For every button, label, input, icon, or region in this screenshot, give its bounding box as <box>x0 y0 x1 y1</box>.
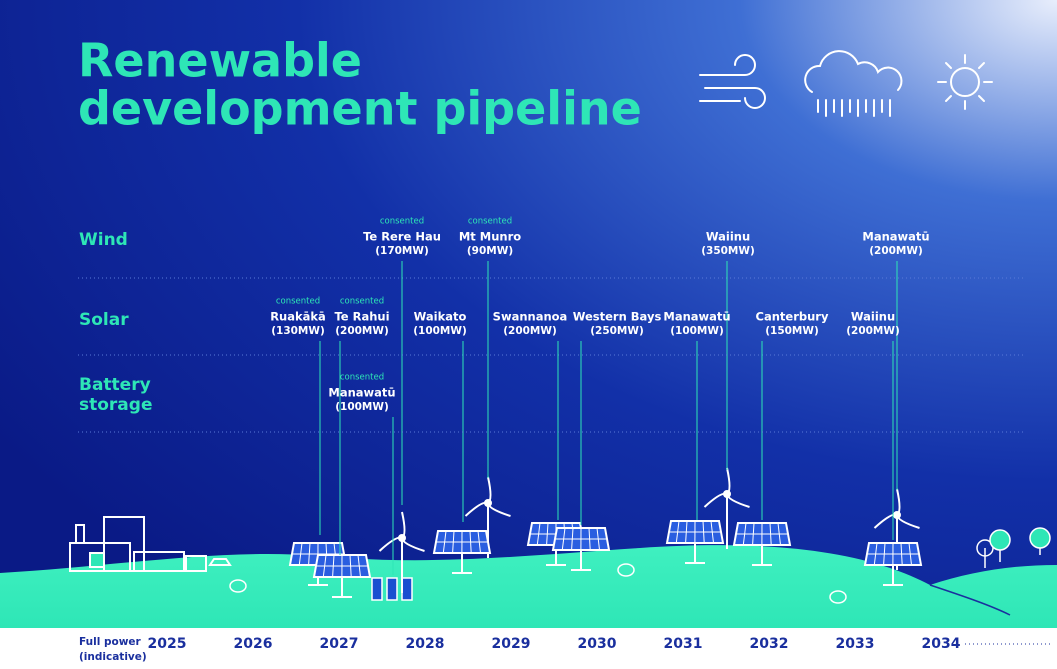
project-status: consented <box>468 217 512 227</box>
year-label: 2026 <box>234 636 273 652</box>
year-label: 2028 <box>406 636 445 652</box>
project-capacity: (100MW) <box>413 325 467 337</box>
footer-label: Full power <box>79 636 142 648</box>
project-capacity: (200MW) <box>846 325 900 337</box>
year-label: 2032 <box>750 636 789 652</box>
project-capacity: (90MW) <box>467 245 513 257</box>
project-name: Te Rere Hau <box>363 230 441 244</box>
project-name: Ruakākā <box>270 310 326 324</box>
project-capacity: (170MW) <box>375 245 429 257</box>
project-name: Waiinu <box>706 230 750 244</box>
project-name: Swannanoa <box>493 310 568 324</box>
footer-label: (indicative) <box>79 651 147 663</box>
project-name: Waiinu <box>851 310 895 324</box>
project-name: Western Bays <box>573 310 662 324</box>
project-capacity: (200MW) <box>503 325 557 337</box>
year-label: 2030 <box>578 636 617 652</box>
row-label-line: storage <box>79 395 152 415</box>
hub <box>724 491 730 497</box>
year-label: 2027 <box>320 636 359 652</box>
hub <box>485 500 491 506</box>
project-name: Manawatū <box>663 310 730 324</box>
year-label: 2025 <box>148 636 187 652</box>
project-capacity: (250MW) <box>590 325 644 337</box>
year-label: 2033 <box>836 636 875 652</box>
project-status: consented <box>276 297 320 307</box>
row-label: Wind <box>79 230 128 250</box>
project-capacity: (350MW) <box>701 245 755 257</box>
title-line: development pipeline <box>78 82 642 136</box>
infographic: Renewable development pipeline Full powe… <box>0 0 1057 669</box>
project-status: consented <box>340 373 384 383</box>
project-name: Mt Munro <box>459 230 521 244</box>
year-label: 2034 <box>922 636 961 652</box>
project-name: Manawatū <box>328 386 395 400</box>
project-name: Waikato <box>414 310 467 324</box>
project-name: Te Rahui <box>334 310 389 324</box>
project-name: Manawatū <box>862 230 929 244</box>
project-capacity: (130MW) <box>271 325 325 337</box>
project-capacity: (150MW) <box>765 325 819 337</box>
project-status: consented <box>380 217 424 227</box>
year-label: 2031 <box>664 636 703 652</box>
project-capacity: (100MW) <box>670 325 724 337</box>
project-capacity: (200MW) <box>335 325 389 337</box>
title-line: Renewable <box>78 34 362 88</box>
row-label: Solar <box>79 310 129 330</box>
hub <box>894 512 900 518</box>
row-label-line: Battery <box>79 375 151 395</box>
project-name: Canterbury <box>756 310 829 324</box>
year-label: 2029 <box>492 636 531 652</box>
project-capacity: (100MW) <box>335 401 389 413</box>
hub <box>399 535 405 541</box>
project-capacity: (200MW) <box>869 245 923 257</box>
project-status: consented <box>340 297 384 307</box>
